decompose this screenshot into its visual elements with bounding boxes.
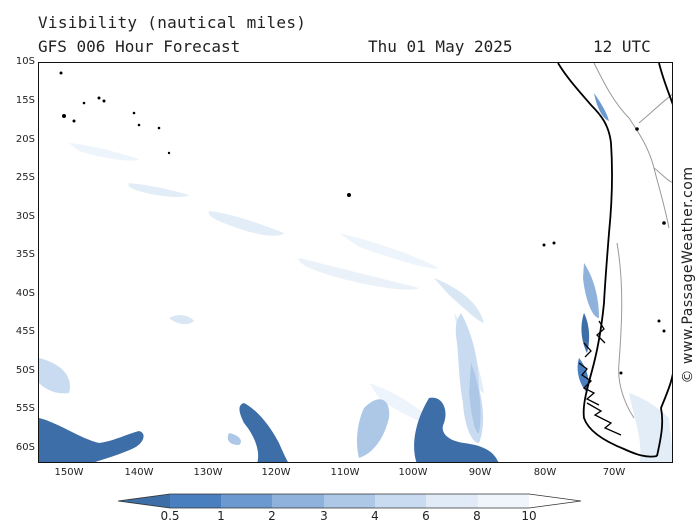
lat-label-30s: 30S	[15, 211, 35, 222]
lat-label-40s: 40S	[15, 288, 35, 299]
lon-label-70w: 70W	[602, 467, 626, 478]
colorbar-seg-1	[170, 494, 221, 508]
forecast-model: GFS 006 Hour Forecast	[38, 37, 241, 56]
country-borders	[593, 63, 672, 419]
lon-label-150w: 150W	[54, 467, 84, 478]
colorbar-seg-6	[426, 494, 478, 508]
lat-label-15s: 15S	[15, 95, 35, 106]
forecast-time: 12 UTC	[593, 37, 651, 56]
copyright-text: © www.PassageWeather.com	[680, 166, 696, 384]
lat-label-35s: 35S	[15, 249, 35, 260]
lon-label-110w: 110W	[330, 467, 360, 478]
lon-label-140w: 140W	[124, 467, 154, 478]
lat-label-50s: 50S	[15, 365, 35, 376]
coastline	[557, 63, 672, 458]
lon-label-120w: 120W	[261, 467, 291, 478]
colorbar-outline	[118, 493, 582, 509]
lat-label-20s: 20S	[15, 134, 35, 145]
lon-label-100w: 100W	[398, 467, 428, 478]
legend-tick-2: 2	[268, 509, 276, 523]
colorbar-seg-8	[529, 494, 581, 508]
copyright-vertical: © www.PassageWeather.com	[677, 150, 699, 400]
forecast-date: Thu 01 May 2025	[368, 37, 513, 56]
legend-tick-0-5: 0.5	[160, 509, 180, 523]
legend-tick-10: 10	[521, 509, 537, 523]
visibility-map[interactable]	[38, 62, 673, 463]
lat-label-25s: 25S	[15, 172, 35, 183]
legend-tick-3: 3	[320, 509, 328, 523]
colorbar-seg-2	[221, 494, 272, 508]
southern-fjords	[578, 320, 622, 436]
legend-tick-1: 1	[217, 509, 225, 523]
lat-label-55s: 55S	[15, 403, 35, 414]
lat-label-45s: 45S	[15, 326, 35, 337]
map-title: Visibility (nautical miles)	[38, 13, 307, 32]
lat-label-60s: 60S	[15, 442, 35, 453]
medium-visibility-patches	[39, 263, 599, 462]
islands	[59, 71, 666, 375]
lon-label-80w: 80W	[533, 467, 557, 478]
visibility-colorbar	[118, 493, 582, 509]
colorbar-seg-0	[118, 494, 170, 508]
colorbar-seg-4	[324, 494, 375, 508]
lon-label-130w: 130W	[193, 467, 223, 478]
colorbar-seg-7	[478, 494, 529, 508]
colorbar-seg-3	[272, 494, 324, 508]
legend-tick-4: 4	[371, 509, 379, 523]
legend-tick-6: 6	[422, 509, 430, 523]
lat-label-10s: 10S	[15, 56, 35, 67]
low-visibility-patches	[39, 93, 609, 462]
lon-label-90w: 90W	[468, 467, 492, 478]
subtitle-row: GFS 006 Hour Forecast Thu 01 May 2025 12…	[38, 37, 663, 57]
colorbar-seg-5	[375, 494, 426, 508]
map-canvas	[39, 63, 672, 462]
legend-tick-8: 8	[473, 509, 481, 523]
